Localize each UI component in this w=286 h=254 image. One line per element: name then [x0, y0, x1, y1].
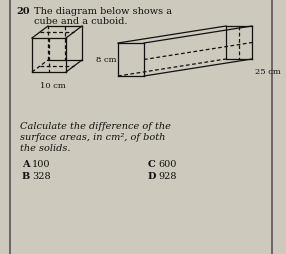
Text: 100: 100	[32, 160, 51, 169]
Text: C: C	[148, 160, 156, 169]
Text: the solids.: the solids.	[20, 144, 71, 153]
Text: surface areas, in cm², of both: surface areas, in cm², of both	[20, 133, 165, 142]
Text: Calculate the difference of the: Calculate the difference of the	[20, 122, 171, 131]
Text: 600: 600	[158, 160, 176, 169]
Text: cube and a cuboid.: cube and a cuboid.	[34, 17, 128, 26]
Text: 8 cm: 8 cm	[96, 56, 116, 64]
Text: 328: 328	[32, 172, 51, 181]
Text: D: D	[148, 172, 156, 181]
Text: B: B	[22, 172, 30, 181]
Text: A: A	[22, 160, 30, 169]
Text: 928: 928	[158, 172, 176, 181]
Text: 20: 20	[16, 7, 30, 16]
Text: 10 cm: 10 cm	[40, 82, 66, 90]
Text: 25 cm: 25 cm	[255, 68, 281, 75]
Text: The diagram below shows a: The diagram below shows a	[34, 7, 172, 16]
